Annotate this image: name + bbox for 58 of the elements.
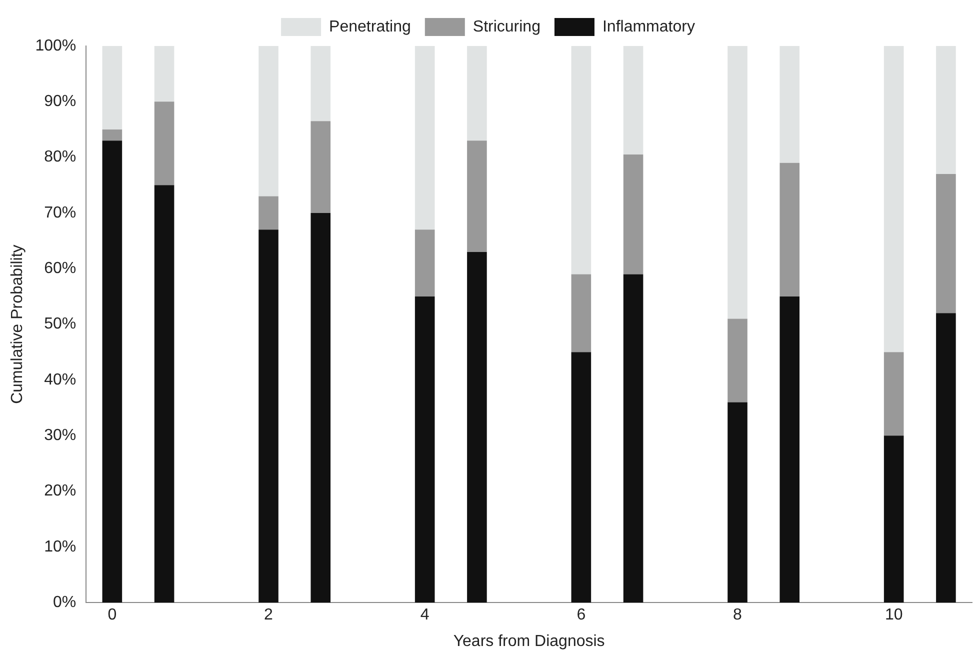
- y-tick-label: 50%: [44, 316, 76, 333]
- y-tick-label: 10%: [44, 538, 76, 556]
- y-tick-label: 70%: [44, 204, 76, 222]
- bar: [728, 46, 748, 319]
- bar: [623, 46, 644, 155]
- bar: [623, 274, 644, 603]
- x-tick-label: 6: [576, 606, 586, 624]
- bar: [310, 46, 331, 122]
- y-tick-label: 90%: [44, 93, 76, 110]
- bar: [936, 46, 956, 174]
- bar: [102, 46, 122, 130]
- bar: [258, 230, 278, 603]
- bar: [571, 274, 592, 352]
- bar: [310, 212, 331, 603]
- bar: [780, 162, 800, 296]
- bar: [936, 313, 956, 603]
- legend-label: Stricuring: [472, 18, 540, 36]
- bar: [884, 46, 904, 352]
- bar: [102, 129, 122, 141]
- bar: [467, 252, 487, 603]
- bar: [728, 318, 748, 402]
- bar: [571, 46, 592, 274]
- bar: [154, 46, 174, 102]
- x-axis-title: Years from Diagnosis: [453, 632, 605, 650]
- bar: [884, 352, 904, 436]
- x-tick-label: 0: [108, 606, 117, 624]
- bar: [154, 185, 174, 603]
- bar: [258, 46, 278, 196]
- bar: [102, 140, 122, 603]
- y-tick-label: 40%: [44, 371, 76, 388]
- y-tick-label: 60%: [44, 260, 76, 278]
- x-tick-label: 8: [733, 606, 742, 624]
- bar: [414, 46, 435, 230]
- legend-label: Penetrating: [329, 18, 411, 36]
- bar: [780, 46, 800, 163]
- bar: [258, 196, 278, 230]
- bar: [780, 296, 800, 603]
- legend-label: Inflammatory: [602, 18, 695, 36]
- bar: [936, 174, 956, 314]
- bar: [623, 154, 644, 274]
- x-tick-label: 4: [420, 606, 430, 624]
- x-tick-label: 2: [264, 606, 274, 624]
- y-tick-label: 80%: [44, 148, 76, 166]
- bar: [414, 296, 435, 603]
- y-tick-label: 30%: [44, 427, 76, 444]
- x-tick-label: 10: [884, 606, 903, 624]
- bar: [414, 230, 435, 296]
- bar: [467, 46, 487, 141]
- bar: [154, 102, 174, 186]
- y-axis-title: Cumulative Probability: [9, 244, 26, 404]
- bar: [310, 121, 331, 213]
- y-tick-label: 0%: [52, 594, 76, 612]
- y-tick-label: 100%: [35, 37, 76, 54]
- y-tick-label: 20%: [44, 482, 76, 500]
- bar: [571, 352, 592, 603]
- bar: [884, 436, 904, 603]
- bar: [728, 402, 748, 603]
- bar: [467, 140, 487, 252]
